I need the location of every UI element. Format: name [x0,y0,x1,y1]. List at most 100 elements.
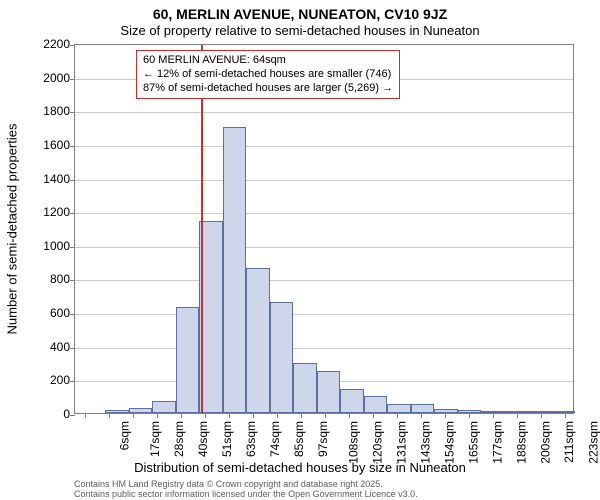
ytick-mark [70,381,75,382]
histogram-bar [270,302,294,413]
xtick-label: 28sqm [172,421,186,457]
gridline [75,280,573,281]
annotation-line3: 87% of semi-detached houses are larger (… [143,82,393,94]
gridline [75,213,573,214]
xtick-label: 200sqm [539,421,553,464]
xtick-label: 108sqm [347,421,361,464]
histogram-bar [152,401,176,413]
ytick-label: 600 [20,306,70,320]
histogram-bar [176,307,200,413]
xtick-label: 51sqm [220,421,234,457]
histogram-bar [411,404,435,413]
histogram-bar [340,389,364,413]
histogram-bar [364,396,388,413]
ytick-label: 1800 [20,104,70,118]
xtick-mark [469,413,470,418]
histogram-bar [199,221,223,413]
gridline [75,247,573,248]
ytick-mark [70,314,75,315]
xtick-mark [349,413,350,418]
ytick-mark [70,45,75,46]
xtick-label: 131sqm [395,421,409,464]
gridline [75,146,573,147]
page-title-line1: 60, MERLIN AVENUE, NUNEATON, CV10 9JZ [0,6,600,22]
xtick-mark [493,413,494,418]
xtick-label: 17sqm [148,421,162,457]
xtick-label: 143sqm [419,421,433,464]
histogram-bar [552,411,576,413]
credits-line2: Contains public sector information licen… [74,489,418,499]
xtick-mark [541,413,542,418]
xtick-mark [517,413,518,418]
highlight-marker-line [201,45,203,413]
xtick-mark [85,413,86,418]
xtick-mark [373,413,374,418]
y-axis-label: Number of semi-detached properties [5,124,20,335]
xtick-mark [205,413,206,418]
credits-line1: Contains HM Land Registry data © Crown c… [74,479,383,489]
ytick-mark [70,415,75,416]
gridline [75,180,573,181]
ytick-mark [70,112,75,113]
ytick-label: 2000 [20,71,70,85]
annotation-line1: 60 MERLIN AVENUE: 64sqm [143,54,286,66]
ytick-mark [70,247,75,248]
xtick-mark [229,413,230,418]
xtick-mark [181,413,182,418]
ytick-label: 2200 [20,37,70,51]
xtick-label: 154sqm [443,421,457,464]
ytick-mark [70,146,75,147]
xtick-label: 74sqm [268,421,282,457]
histogram-bar [317,371,341,413]
xtick-label: 223sqm [587,421,600,464]
ytick-mark [70,348,75,349]
xtick-mark [445,413,446,418]
histogram-plot [74,44,574,414]
gridline [75,112,573,113]
ytick-label: 0 [20,407,70,421]
xtick-label: 211sqm [562,421,576,463]
xtick-mark [565,413,566,418]
histogram-bar [246,268,270,413]
ytick-label: 1600 [20,138,70,152]
xtick-mark [397,413,398,418]
gridline [75,348,573,349]
xtick-label: 6sqm [117,421,131,450]
ytick-label: 1000 [20,239,70,253]
histogram-bar [528,411,552,413]
histogram-bar [387,404,411,413]
ytick-label: 400 [20,340,70,354]
histogram-bar [223,127,247,413]
xtick-mark [301,413,302,418]
credits-text: Contains HM Land Registry data © Crown c… [74,480,418,500]
xtick-label: 40sqm [196,421,210,457]
xtick-mark [133,413,134,418]
xtick-mark [253,413,254,418]
xtick-label: 177sqm [491,421,505,464]
xtick-mark [277,413,278,418]
xtick-label: 120sqm [371,421,385,464]
gridline [75,314,573,315]
xtick-label: 165sqm [467,421,481,464]
xtick-label: 97sqm [316,421,330,457]
ytick-mark [70,180,75,181]
annotation-line2: ← 12% of semi-detached houses are smalle… [143,68,391,80]
xtick-mark [109,413,110,418]
xtick-label: 85sqm [292,421,306,457]
xtick-mark [157,413,158,418]
xtick-label: 188sqm [515,421,529,464]
ytick-mark [70,213,75,214]
xtick-mark [325,413,326,418]
xtick-mark [421,413,422,418]
ytick-mark [70,280,75,281]
ytick-label: 200 [20,373,70,387]
ytick-label: 1400 [20,172,70,186]
histogram-bar [293,363,317,413]
ytick-label: 1200 [20,205,70,219]
xtick-label: 63sqm [244,421,258,457]
ytick-label: 800 [20,272,70,286]
ytick-mark [70,79,75,80]
x-axis-label: Distribution of semi-detached houses by … [0,460,600,475]
annotation-box: 60 MERLIN AVENUE: 64sqm ← 12% of semi-det… [136,50,400,99]
page-title-line2: Size of property relative to semi-detach… [0,23,600,38]
